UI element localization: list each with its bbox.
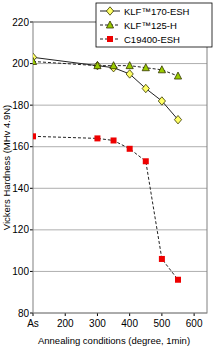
y-tick-label: 100 [12,266,29,277]
series-point [159,256,165,262]
y-tick-label: 200 [12,58,29,69]
series-group [33,53,182,283]
series-point [94,62,101,69]
x-tick-label: 400 [121,318,138,329]
series-point [143,158,149,164]
x-tick-label: 200 [57,318,74,329]
series-line [33,57,178,119]
series-point [174,72,181,79]
series-point [142,64,149,71]
series-point [126,62,133,69]
series-point [111,137,117,143]
y-tick-label: 80 [18,308,30,319]
grid-line [33,188,207,189]
series-point [158,97,165,105]
x-tick-label: 500 [154,318,171,329]
y-axis-title: Vickers Hardness (MHv 4.9N) [1,105,12,230]
plot-frame [33,22,207,313]
series-line [33,61,178,76]
chart-svg: 80 100 120 140 160 180 200 220 As 200 300 400 500 600… [0,0,215,353]
legend-label: KLF™170-ESH [124,6,190,17]
x-tick-label: 300 [89,318,106,329]
y-tick-label: 220 [12,17,29,28]
grid-line [33,105,207,106]
y-tick-label: 140 [12,183,29,194]
y-tick-label: 120 [12,224,29,235]
legend-label: KLF™125-H [124,20,177,31]
series-point [127,146,133,152]
series-point [142,84,149,92]
x-axis-title: Annealing conditions (degree, 1min) [38,335,190,346]
series-point [175,277,181,283]
y-tick-label: 180 [12,100,29,111]
series-point [33,133,36,139]
grid-line [33,271,207,272]
legend-marker [107,36,113,42]
legend-marker [106,7,113,15]
x-tick-label: 600 [186,318,203,329]
legend-box [96,3,212,47]
series-point [94,135,100,141]
series-point [126,70,133,78]
chart-root: 80 100 120 140 160 180 200 220 As 200 300 400 500 600… [0,0,215,353]
legend-label: C19400-ESH [124,34,180,45]
series-point [110,62,117,69]
grid-line [33,146,207,147]
series-point [174,115,181,123]
y-tick-label: 160 [12,141,29,152]
plot-area [33,22,207,313]
series-line [33,136,178,279]
grid-line [33,229,207,230]
series-point [158,66,165,73]
legend-marker [106,21,113,28]
legend: KLF™170-ESH KLF™125-H C19400-ESH [96,3,212,47]
x-tick-label: As [27,318,39,329]
series-point [33,57,37,64]
